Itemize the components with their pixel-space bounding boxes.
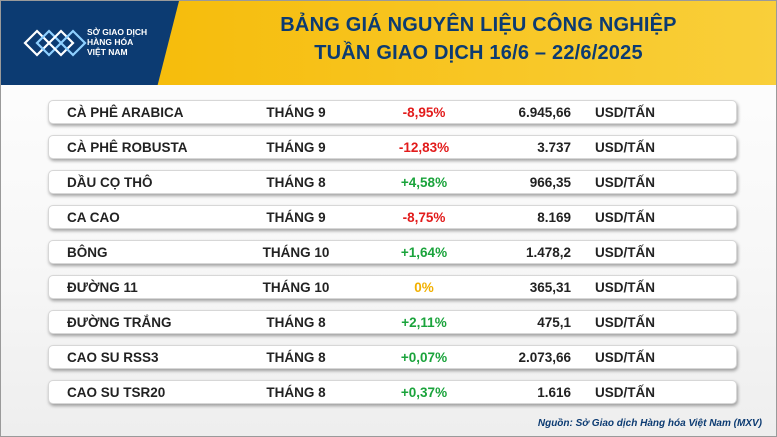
price-unit: USD/TẤN <box>595 350 655 365</box>
table-row: CÀ PHÊ ARABICA THÁNG 9 -8,95% 6.945,66 U… <box>48 100 737 124</box>
weekly-change: +1,64% <box>400 245 448 260</box>
commodity-list: CÀ PHÊ ARABICA THÁNG 9 -8,95% 6.945,66 U… <box>48 100 737 415</box>
page-subtitle: TUẦN GIAO DỊCH 16/6 – 22/6/2025 <box>314 42 643 64</box>
price-value: 6.945,66 <box>518 105 571 120</box>
price-value: 2.073,66 <box>518 350 571 365</box>
commodity-name: CÀ PHÊ ARABICA <box>67 105 184 120</box>
table-row: CAO SU RSS3 THÁNG 8 +0,07% 2.073,66 USD/… <box>48 345 737 369</box>
weekly-change: +0,37% <box>400 385 448 400</box>
price-unit: USD/TẤN <box>595 315 655 330</box>
table-row: BÔNG THÁNG 10 +1,64% 1.478,2 USD/TẤN <box>48 240 737 264</box>
price-value: 475,1 <box>537 315 571 330</box>
commodity-name: CAO SU RSS3 <box>67 350 159 365</box>
weekly-change: -8,75% <box>402 210 446 225</box>
table-row: DẦU CỌ THÔ THÁNG 8 +4,58% 966,35 USD/TẤN <box>48 170 737 194</box>
commodity-name: ĐƯỜNG TRẮNG <box>67 315 172 330</box>
table-row: ĐƯỜNG TRẮNG THÁNG 8 +2,11% 475,1 USD/TẤN <box>48 310 737 334</box>
source-note: Nguồn: Sở Giao dịch Hàng hóa Việt Nam (M… <box>537 418 762 429</box>
table-row: CAO SU TSR20 THÁNG 8 +0,37% 1.616 USD/TẤ… <box>48 380 737 404</box>
price-unit: USD/TẤN <box>595 175 655 190</box>
table-row: CÀ PHÊ ROBUSTA THÁNG 9 -12,83% 3.737 USD… <box>48 135 737 159</box>
price-value: 1.616 <box>537 385 571 400</box>
contract-month: THÁNG 8 <box>266 315 326 330</box>
commodity-name: BÔNG <box>67 245 108 260</box>
weekly-change: -8,95% <box>402 105 446 120</box>
logo-line-2: HÀNG HÓA <box>87 37 134 47</box>
contract-month: THÁNG 8 <box>266 385 326 400</box>
weekly-change: +2,11% <box>401 315 447 330</box>
price-unit: USD/TẤN <box>595 245 655 260</box>
contract-month: THÁNG 10 <box>262 280 330 295</box>
price-value: 8.169 <box>537 210 571 225</box>
mxv-logo-icon <box>23 29 87 57</box>
logo-line-1: SỞ GIAO DỊCH <box>87 27 148 37</box>
price-value: 1.478,2 <box>525 245 571 260</box>
table-row: ĐƯỜNG 11 THÁNG 10 0% 365,31 USD/TẤN <box>48 275 737 299</box>
logo-line-3: VIỆT NAM <box>87 47 128 57</box>
weekly-change: +4,58% <box>400 175 448 190</box>
page-title: BẢNG GIÁ NGUYÊN LIỆU CÔNG NGHIỆP <box>280 14 677 36</box>
header-banner: SỞ GIAO DỊCH HÀNG HÓA VIỆT NAM BẢNG GIÁ … <box>1 1 776 85</box>
logo: SỞ GIAO DỊCH HÀNG HÓA VIỆT NAM <box>1 1 179 85</box>
price-value: 365,31 <box>529 280 571 295</box>
commodity-name: ĐƯỜNG 11 <box>67 280 138 295</box>
price-unit: USD/TẤN <box>595 140 655 155</box>
commodity-name: CAO SU TSR20 <box>67 385 166 400</box>
contract-month: THÁNG 9 <box>266 140 326 155</box>
commodity-name: CA CAO <box>67 210 120 225</box>
weekly-change: 0% <box>414 280 434 295</box>
commodity-name: CÀ PHÊ ROBUSTA <box>67 140 188 155</box>
commodity-name: DẦU CỌ THÔ <box>67 175 153 190</box>
price-unit: USD/TẤN <box>595 105 655 120</box>
price-unit: USD/TẤN <box>595 280 655 295</box>
contract-month: THÁNG 9 <box>266 105 326 120</box>
weekly-change: +0,07% <box>400 350 448 365</box>
table-row: CA CAO THÁNG 9 -8,75% 8.169 USD/TẤN <box>48 205 737 229</box>
price-unit: USD/TẤN <box>595 385 655 400</box>
contract-month: THÁNG 8 <box>266 175 326 190</box>
contract-month: THÁNG 8 <box>266 350 326 365</box>
contract-month: THÁNG 9 <box>266 210 326 225</box>
price-value: 966,35 <box>529 175 571 190</box>
contract-month: THÁNG 10 <box>262 245 330 260</box>
weekly-change: -12,83% <box>398 140 450 155</box>
logo-text: SỞ GIAO DỊCH HÀNG HÓA VIỆT NAM <box>87 27 177 57</box>
price-unit: USD/TẤN <box>595 210 655 225</box>
price-value: 3.737 <box>537 140 571 155</box>
